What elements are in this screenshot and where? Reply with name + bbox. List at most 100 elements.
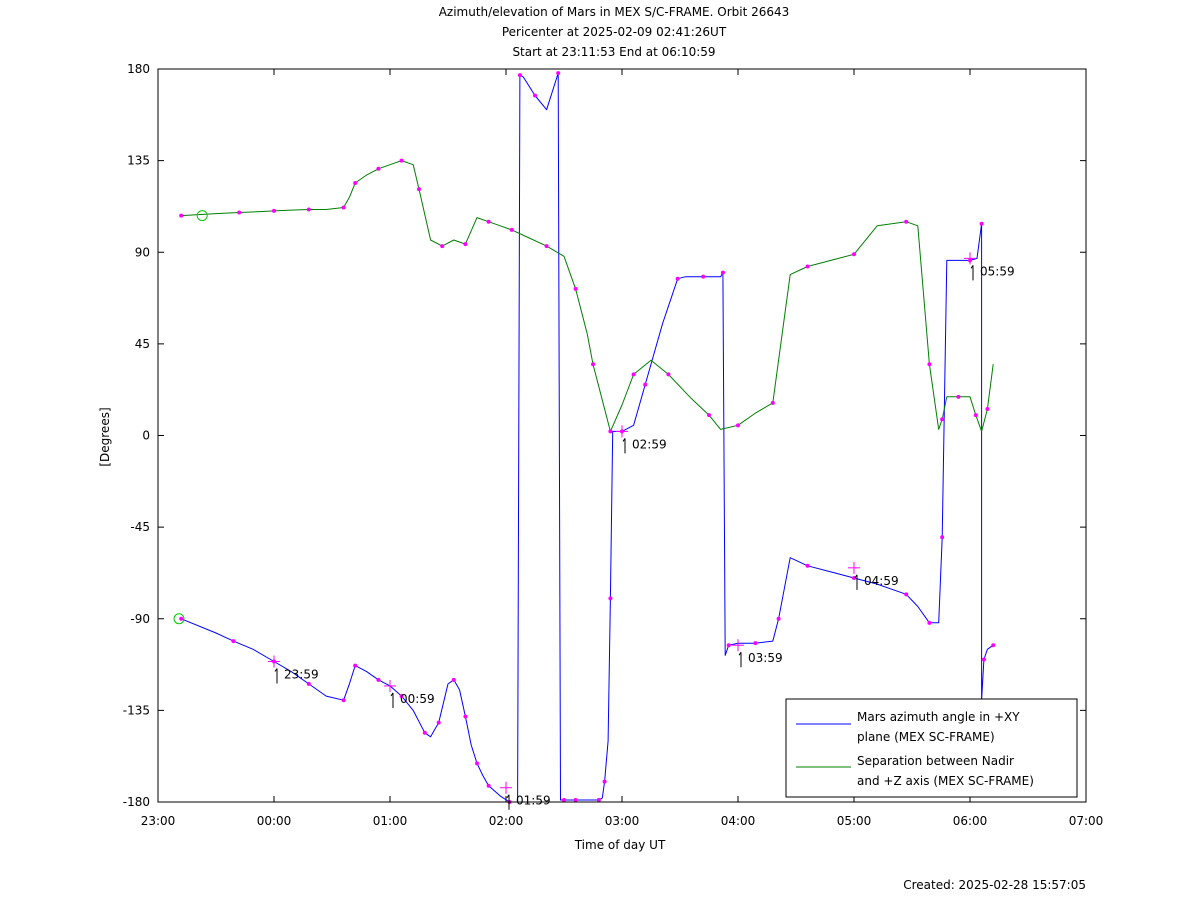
series-0-point-2 (231, 639, 236, 644)
series-1-point-28 (573, 286, 578, 291)
hour-label-4: 01:59 (516, 794, 551, 808)
series-layer (179, 71, 996, 804)
title-line-1: Azimuth/elevation of Mars in MEX S/C-FRA… (439, 5, 790, 19)
series-0-point-66 (904, 592, 909, 597)
series-1-point-38 (707, 413, 711, 418)
series-0-point-42 (602, 779, 607, 784)
hour-label-2: 23:59 (284, 668, 319, 682)
series-0-point-58 (753, 641, 758, 646)
series-0-point-52 (701, 274, 706, 279)
series-0-point-12 (376, 677, 381, 682)
y-tick-label-6: -90 (130, 612, 150, 626)
hour-pointer-head-3 (390, 692, 394, 697)
y-tick-label-5: -45 (130, 520, 150, 534)
series-0-point-48 (643, 382, 648, 387)
y-tick-label-8: -180 (123, 795, 150, 809)
x-tick-label-3: 02:00 (489, 814, 524, 828)
series-1-point-40 (736, 423, 740, 428)
series-0-point-78 (991, 643, 996, 648)
series-0-point-70 (940, 535, 945, 540)
series-1-point-6 (306, 207, 311, 212)
series-1-point-36 (666, 372, 671, 377)
hour-pointer-head-4 (506, 794, 510, 799)
legend-box (785, 698, 1078, 798)
series-1-point-42 (770, 400, 775, 405)
series-0-point-38 (573, 797, 578, 802)
hour-label-3: 00:59 (400, 692, 435, 706)
series-1-point-14 (399, 158, 404, 163)
series-0-point-74 (979, 221, 984, 226)
series-1-point-54 (956, 394, 961, 399)
series-0-point-68 (927, 620, 932, 625)
hour-pointer-head-5 (622, 438, 626, 442)
series-0-point-40 (596, 797, 601, 802)
series-1-point-34 (631, 372, 636, 377)
series-1-point-0 (179, 213, 184, 218)
legend: Mars azimuth angle in +XY plane (MEX SC-… (785, 698, 1078, 798)
title-line-2: Pericenter at 2025-02-09 02:41:26UT (502, 25, 727, 39)
series-0-point-34 (556, 71, 561, 76)
series-1-point-16 (417, 187, 421, 192)
x-tick-label-5: 04:00 (721, 814, 756, 828)
series-1-point-52 (940, 417, 945, 422)
hour-label-5: 02:59 (632, 437, 667, 451)
series-1-point-48 (904, 219, 909, 224)
series-0-point-18 (436, 720, 441, 725)
legend-label-azimuth-1: Mars azimuth angle in +XY (857, 710, 1020, 724)
x-tick-label-2: 01:00 (373, 814, 408, 828)
title: Azimuth/elevation of Mars in MEX S/C-FRA… (439, 5, 790, 59)
series-0-point-50 (675, 276, 680, 281)
series-line-0 (181, 72, 994, 803)
created-timestamp: Created: 2025-02-28 15:57:05 (903, 878, 1086, 892)
series-0-point-30 (517, 73, 522, 78)
hour-pointer-head-2 (274, 668, 278, 672)
y-tick-label-4: 0 (142, 429, 150, 443)
hour-label-6: 03:59 (748, 651, 783, 665)
series-0-point-6 (306, 681, 311, 686)
series-1-point-58 (985, 407, 990, 412)
series-1-point-20 (463, 242, 468, 247)
marker-layer: 23:59 00:59 01:59 02:59 03:59 04:59 05:59 (173, 210, 1015, 810)
series-1-point-56 (973, 413, 978, 418)
series-1-point-18 (440, 244, 445, 249)
series-1-point-30 (591, 362, 595, 367)
legend-label-separation-2: and +Z axis (MEX SC-FRAME) (857, 774, 1034, 788)
series-0-point-32 (533, 93, 537, 98)
y-tick-label-0: 180 (127, 62, 150, 76)
x-tick-label-6: 05:00 (837, 814, 872, 828)
y-tick-label-7: -135 (123, 703, 150, 717)
y-tick-label-2: 90 (135, 245, 150, 259)
series-1-point-32 (608, 429, 613, 434)
series-0-point-54 (720, 270, 725, 275)
series-0-point-62 (805, 563, 810, 568)
series-0-point-24 (475, 761, 479, 766)
y-axis-label: [Degrees] (98, 407, 112, 466)
y-tick-label-3: 45 (135, 337, 150, 351)
series-0-point-10 (353, 663, 358, 668)
title-line-3: Start at 23:11:53 End at 06:10:59 (512, 45, 715, 59)
hour-pointer-head-7 (854, 574, 858, 579)
series-0-point-26 (486, 783, 491, 788)
series-1-point-50 (927, 362, 932, 367)
x-tick-label-4: 03:00 (605, 814, 640, 828)
series-0-point-22 (463, 714, 468, 719)
plot-frame (157, 68, 1087, 803)
y-tick-label-1: 135 (127, 154, 150, 168)
series-0-point-8 (341, 698, 346, 703)
series-1-point-4 (272, 208, 276, 213)
tick-labels: 23:00 00:00 01:00 02:00 03:00 04:00 05:00 06:00… (123, 62, 1104, 828)
hour-label-8: 05:59 (980, 264, 1015, 278)
series-0-point-60 (776, 616, 781, 621)
series-0-point-14 (399, 694, 404, 699)
series-0-point-36 (562, 797, 566, 802)
series-line-1 (181, 160, 994, 432)
x-tick-label-7: 06:00 (953, 814, 988, 828)
series-1-point-12 (376, 166, 381, 171)
endpoint-circle-1 (196, 210, 208, 222)
series-0-point-0 (179, 616, 184, 621)
endpoint-circle-0 (173, 613, 185, 625)
hour-pointer-head-6 (738, 651, 742, 656)
series-0-point-56 (726, 643, 731, 648)
x-tick-label-0: 23:00 (141, 814, 176, 828)
